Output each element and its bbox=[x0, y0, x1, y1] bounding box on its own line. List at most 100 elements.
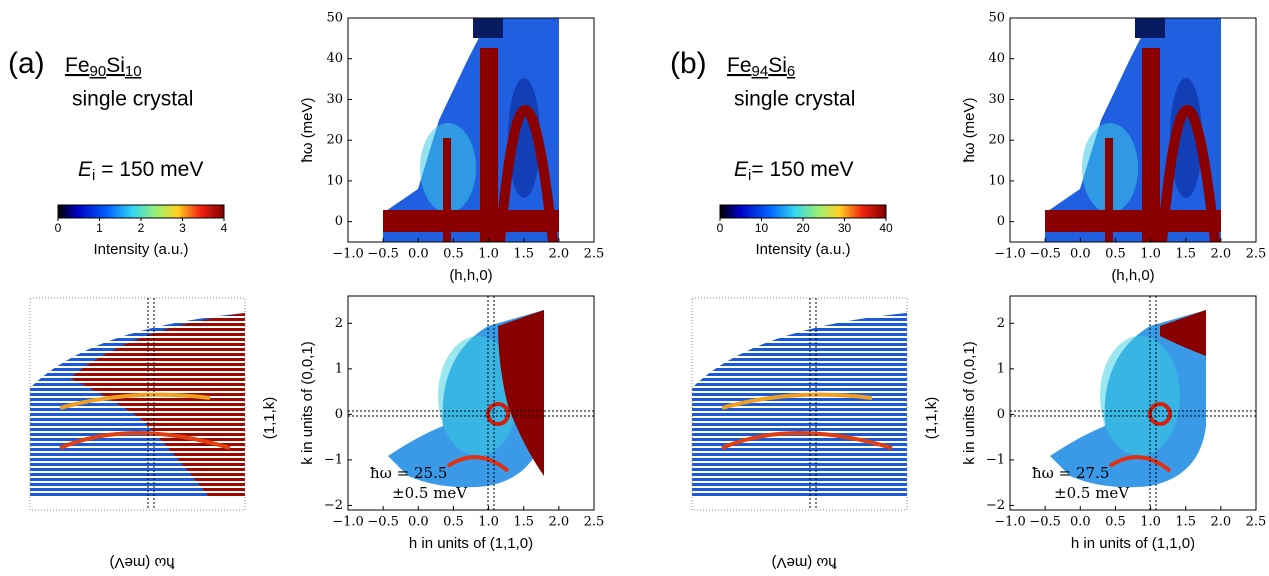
map-region bbox=[1105, 138, 1113, 242]
map-region bbox=[1045, 210, 1221, 232]
map-region bbox=[1157, 105, 1220, 243]
axes-frame bbox=[347, 295, 595, 511]
dispersion-map bbox=[383, 18, 559, 243]
x-tick-label: 0.5 bbox=[443, 515, 464, 530]
x-tick-label: 1.0 bbox=[1140, 247, 1161, 262]
cut-frame bbox=[29, 297, 246, 511]
y-axis-label: k in units of (0,0,1) bbox=[299, 341, 316, 464]
cut-energy-label: ħω (meV) bbox=[109, 554, 174, 571]
map-region bbox=[1160, 310, 1206, 356]
annotation: ħω = 25.5 bbox=[370, 464, 447, 482]
cut-map bbox=[29, 297, 246, 511]
x-tick-label: −1.0 bbox=[332, 515, 364, 530]
x-axis-label: h in units of (1,1,0) bbox=[1071, 535, 1195, 552]
colorbar-label: Intensity (a.u.) bbox=[755, 241, 850, 258]
panel-label: (a) bbox=[8, 47, 45, 80]
x-tick-label: 0.0 bbox=[1070, 515, 1091, 530]
map-region bbox=[443, 138, 451, 242]
formula: Fe90Si10 bbox=[65, 54, 142, 80]
x-tick-label: 1.5 bbox=[1175, 247, 1196, 262]
x-tick-label: −0.5 bbox=[1029, 515, 1061, 530]
energy-rest: = 150 meV bbox=[95, 158, 203, 181]
y-tick-label: 0 bbox=[997, 407, 1005, 422]
map-region bbox=[1100, 336, 1180, 456]
axes-frame bbox=[1009, 295, 1257, 511]
formula-part: Si bbox=[768, 54, 787, 77]
map-region bbox=[446, 455, 510, 473]
formula: Fe94Si6 bbox=[727, 54, 795, 80]
map-region bbox=[732, 313, 907, 498]
colorbar-tick-label: 0 bbox=[717, 221, 724, 235]
colorbar-tick-label: 30 bbox=[838, 221, 852, 235]
axes-frame bbox=[347, 17, 595, 243]
x-tick-label: 0.0 bbox=[408, 247, 429, 262]
map-region bbox=[1170, 78, 1202, 198]
incident-energy: Ei= 150 meV bbox=[734, 158, 854, 184]
y-tick-label: 40 bbox=[326, 51, 343, 66]
map-region bbox=[498, 310, 544, 476]
y-axis-label: ħω (meV) bbox=[299, 97, 316, 162]
x-tick-label: −0.5 bbox=[1029, 247, 1061, 262]
cut-k-label: (1,1,k) bbox=[261, 397, 278, 440]
colorbar-tick-label: 4 bbox=[221, 221, 228, 235]
formula-part: 10 bbox=[125, 63, 142, 80]
map-region bbox=[508, 78, 540, 198]
map-region bbox=[1108, 455, 1172, 473]
x-tick-label: 2.0 bbox=[1211, 247, 1232, 262]
x-axis-label: (h,h,0) bbox=[449, 267, 492, 284]
map-region bbox=[495, 105, 558, 243]
y-tick-label: 30 bbox=[988, 92, 1005, 107]
x-tick-label: 0.5 bbox=[443, 247, 464, 262]
y-tick-label: −1 bbox=[324, 452, 343, 467]
x-tick-label: 0.5 bbox=[1105, 247, 1126, 262]
x-tick-label: 0.0 bbox=[1070, 247, 1091, 262]
y-tick-label: 20 bbox=[988, 133, 1005, 148]
x-axis-label: h in units of (1,1,0) bbox=[409, 535, 533, 552]
formula-part: Fe bbox=[65, 54, 90, 77]
formula-part: 90 bbox=[90, 63, 107, 80]
panel-label: (b) bbox=[670, 47, 707, 80]
x-tick-label: 1.0 bbox=[478, 247, 499, 262]
annotation: ±0.5 meV bbox=[1054, 484, 1130, 502]
colorbar-tick-label: 40 bbox=[879, 221, 893, 235]
map-region bbox=[721, 431, 893, 450]
x-tick-label: 2.0 bbox=[549, 247, 570, 262]
cut-energy-label: ħω (meV) bbox=[771, 554, 836, 571]
x-tick-label: −1.0 bbox=[994, 515, 1026, 530]
y-tick-label: 2 bbox=[997, 316, 1005, 331]
x-tick-label: 1.5 bbox=[1175, 515, 1196, 530]
x-tick-label: 0.0 bbox=[408, 515, 429, 530]
dispersion-map bbox=[1045, 18, 1221, 243]
formula-part: 6 bbox=[787, 63, 795, 80]
y-tick-label: 2 bbox=[335, 316, 343, 331]
sample: single crystal bbox=[72, 88, 193, 111]
x-tick-label: −1.0 bbox=[332, 247, 364, 262]
colorbar-tick-label: 20 bbox=[796, 221, 810, 235]
formula-part: Si bbox=[106, 54, 125, 77]
map-region bbox=[59, 431, 231, 450]
map-region bbox=[721, 392, 873, 410]
axes-frame bbox=[1009, 17, 1257, 243]
annotation: ±0.5 meV bbox=[392, 484, 468, 502]
map-region bbox=[59, 392, 211, 410]
energy-symbol: E bbox=[78, 158, 93, 181]
y-axis-label: ħω (meV) bbox=[961, 97, 978, 162]
slice-map bbox=[1050, 310, 1206, 488]
y-tick-label: −1 bbox=[986, 452, 1005, 467]
y-tick-label: 50 bbox=[326, 11, 343, 26]
cut-k-label: (1,1,k) bbox=[923, 397, 940, 440]
colorbar-tick-label: 0 bbox=[55, 221, 62, 235]
x-tick-label: 2.5 bbox=[584, 515, 605, 530]
x-tick-label: 1.0 bbox=[478, 515, 499, 530]
y-tick-label: −2 bbox=[324, 498, 343, 513]
x-tick-label: 1.5 bbox=[513, 515, 534, 530]
slice-map bbox=[388, 310, 544, 488]
x-tick-label: −0.5 bbox=[367, 515, 399, 530]
y-tick-label: 30 bbox=[326, 92, 343, 107]
x-axis-label: (h,h,0) bbox=[1111, 267, 1154, 284]
energy-rest: = 150 meV bbox=[751, 158, 853, 181]
map-region bbox=[1142, 48, 1160, 242]
